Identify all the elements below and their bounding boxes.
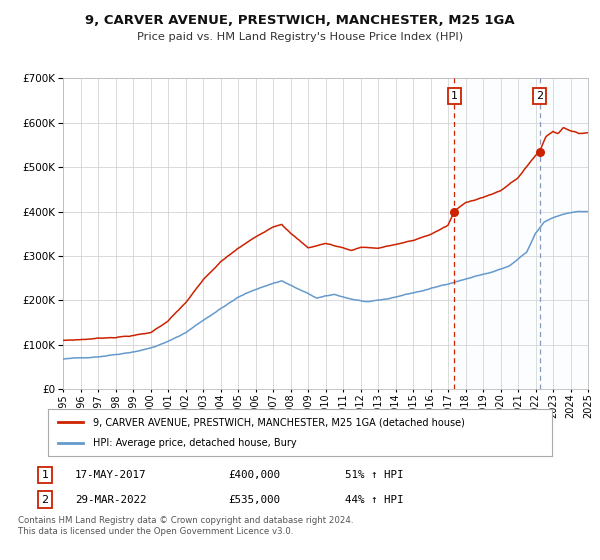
Text: 51% ↑ HPI: 51% ↑ HPI xyxy=(345,470,404,480)
Text: 44% ↑ HPI: 44% ↑ HPI xyxy=(345,494,404,505)
Text: This data is licensed under the Open Government Licence v3.0.: This data is licensed under the Open Gov… xyxy=(18,528,293,536)
Text: HPI: Average price, detached house, Bury: HPI: Average price, detached house, Bury xyxy=(94,438,297,448)
Text: 2: 2 xyxy=(536,91,543,101)
Text: £535,000: £535,000 xyxy=(228,494,280,505)
Text: £400,000: £400,000 xyxy=(228,470,280,480)
Text: 9, CARVER AVENUE, PRESTWICH, MANCHESTER, M25 1GA (detached house): 9, CARVER AVENUE, PRESTWICH, MANCHESTER,… xyxy=(94,417,465,427)
Bar xyxy=(454,78,588,389)
Text: 9, CARVER AVENUE, PRESTWICH, MANCHESTER, M25 1GA: 9, CARVER AVENUE, PRESTWICH, MANCHESTER,… xyxy=(85,14,515,27)
Text: 17-MAY-2017: 17-MAY-2017 xyxy=(75,470,146,480)
Text: 2: 2 xyxy=(41,494,49,505)
Text: 1: 1 xyxy=(41,470,49,480)
Text: Contains HM Land Registry data © Crown copyright and database right 2024.: Contains HM Land Registry data © Crown c… xyxy=(18,516,353,525)
Text: 1: 1 xyxy=(451,91,458,101)
Text: Price paid vs. HM Land Registry's House Price Index (HPI): Price paid vs. HM Land Registry's House … xyxy=(137,32,463,43)
Text: 29-MAR-2022: 29-MAR-2022 xyxy=(75,494,146,505)
